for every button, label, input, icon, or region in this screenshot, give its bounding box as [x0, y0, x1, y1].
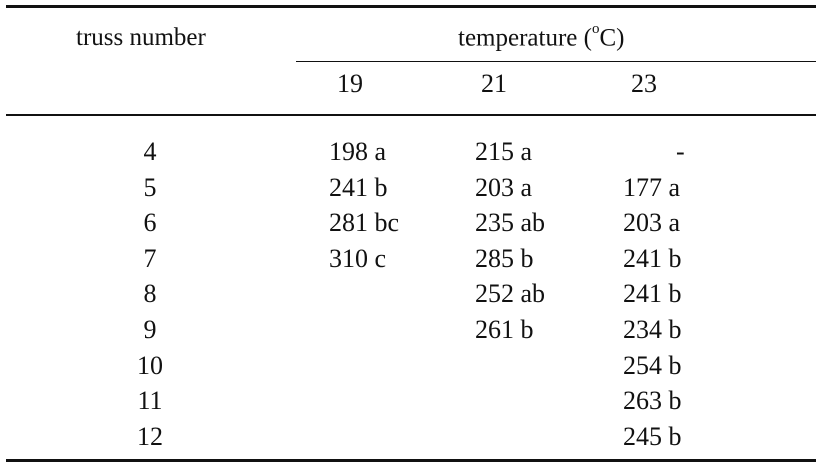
- value-cell-23: 245 b: [623, 421, 682, 451]
- truss-cell: 4: [143, 137, 157, 166]
- table-row: 10 254 b: [0, 351, 822, 387]
- temperature-header: temperature (oC): [458, 21, 625, 52]
- bottom-rule: [6, 459, 816, 462]
- column-header-23: 23: [631, 69, 657, 98]
- value-cell-23: 177 a: [623, 172, 681, 202]
- truss-cell: 7: [143, 243, 157, 273]
- column-header-19: 19: [337, 69, 363, 98]
- table-row: 5 241 b 203 a 177 a: [0, 173, 822, 209]
- value-cell-23: 263 b: [623, 386, 682, 416]
- value-cell-23: 241 b: [623, 243, 682, 273]
- table-row: 6 281 bc 235 ab 203 a: [0, 208, 822, 244]
- value-cell-21: 203 a: [475, 172, 533, 202]
- truss-cell: 12: [137, 421, 163, 451]
- value-cell-23: 234 b: [623, 314, 682, 344]
- value-cell-23: 241 b: [623, 279, 682, 309]
- header-rule: [6, 114, 816, 116]
- value-cell-19: 241 b: [329, 172, 388, 202]
- top-rule: [6, 5, 816, 8]
- value-cell-19: 310 c: [329, 243, 387, 273]
- value-cell-21: 235 ab: [475, 208, 546, 238]
- truss-number-header: truss number: [76, 24, 206, 51]
- value-cell-21: 261 b: [475, 314, 534, 344]
- value-cell-23: 254 b: [623, 350, 682, 380]
- table-row: 9 261 b 234 b: [0, 315, 822, 351]
- value-cell-21: 285 b: [475, 243, 534, 273]
- value-cell-19: 281 bc: [329, 208, 400, 238]
- table-body: 4 198 a 215 a - 5 241 b 203 a 177 a 6 281 bc 235…: [0, 137, 822, 457]
- truss-cell: 11: [137, 386, 163, 416]
- value-cell-21: 215 a: [475, 137, 533, 166]
- value-cell-23: -: [676, 137, 685, 166]
- truss-cell: 6: [143, 208, 157, 238]
- temperature-unit: C): [599, 24, 625, 52]
- degree-superscript: o: [591, 21, 600, 37]
- truss-cell: 10: [137, 350, 163, 380]
- temperature-label: temperature (: [458, 24, 592, 52]
- table-row: 4 198 a 215 a -: [0, 137, 822, 173]
- truss-cell: 8: [143, 279, 157, 309]
- table-row: 7 310 c 285 b 241 b: [0, 244, 822, 280]
- truss-cell: 5: [143, 172, 157, 202]
- table-row: 8 252 ab 241 b: [0, 279, 822, 315]
- temperature-span-rule: [296, 61, 816, 62]
- value-cell-23: 203 a: [623, 208, 681, 238]
- truss-cell: 9: [143, 314, 157, 344]
- table-row: 12 245 b: [0, 422, 822, 458]
- column-header-21: 21: [481, 69, 507, 98]
- table-row: 11 263 b: [0, 386, 822, 422]
- value-cell-21: 252 ab: [475, 279, 546, 309]
- value-cell-19: 198 a: [329, 137, 387, 166]
